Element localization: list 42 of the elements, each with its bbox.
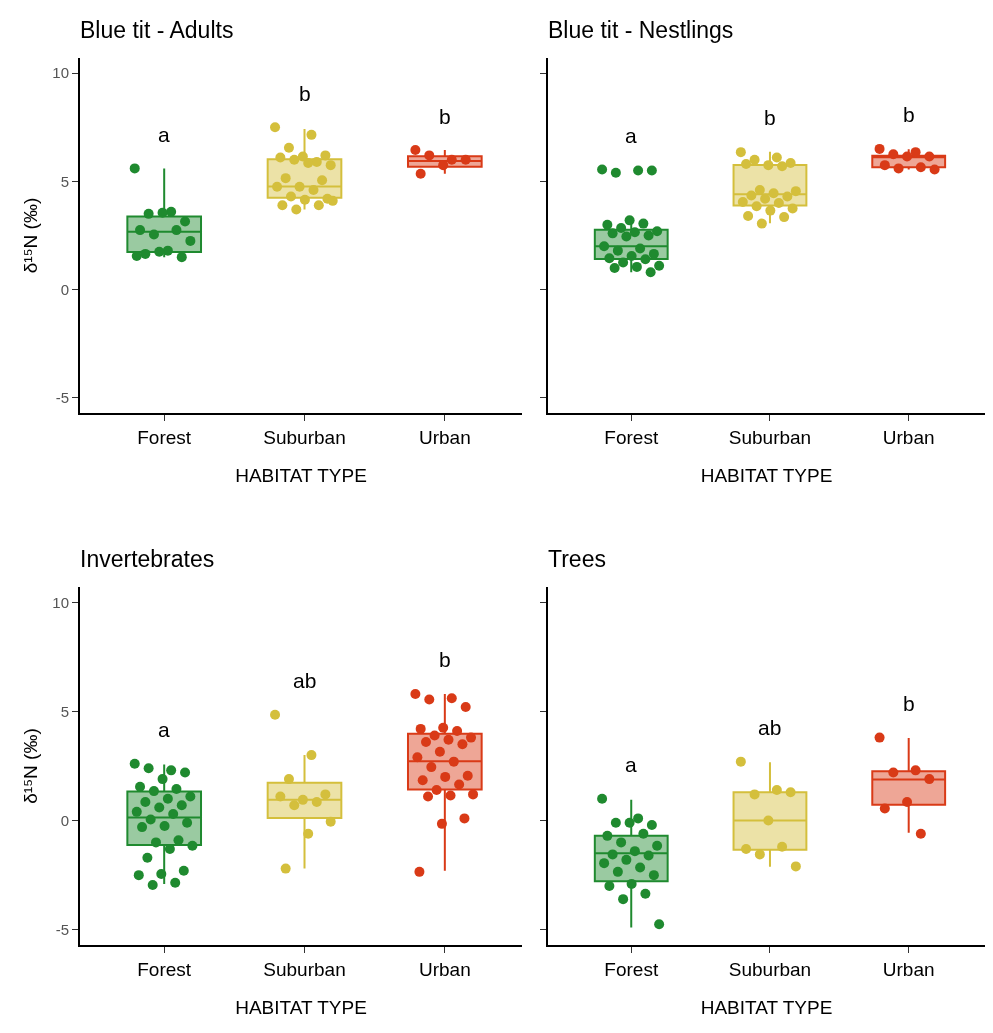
- x-tick-label: Urban: [418, 958, 471, 980]
- x-tick-label: Urban: [882, 426, 935, 448]
- annotation: ab: [293, 669, 317, 692]
- y-axis-title: δ¹⁵N (‰): [19, 728, 41, 804]
- x-tick-label: Forest: [137, 426, 192, 448]
- y-tick-label: 10: [52, 593, 69, 611]
- annotation: b: [903, 692, 915, 715]
- x-tick-label: Suburban: [728, 426, 812, 448]
- annotation: a: [158, 718, 170, 741]
- y-tick-label: 10: [52, 64, 69, 82]
- x-tick-label: Urban: [418, 426, 471, 448]
- y-tick-label: 0: [60, 811, 69, 829]
- x-axis-title: HABITAT TYPE: [235, 997, 367, 1019]
- y-tick-label: 5: [60, 702, 69, 720]
- x-tick-label: Forest: [604, 958, 659, 980]
- annotation: b: [903, 103, 915, 126]
- chart-title: Trees: [548, 546, 606, 573]
- y-tick-label: -5: [55, 389, 69, 407]
- annotation: b: [764, 106, 776, 129]
- annotation: b: [439, 105, 451, 128]
- x-axis-title: HABITAT TYPE: [700, 997, 833, 1019]
- y-tick-label: 5: [60, 172, 69, 190]
- annotation: a: [158, 123, 170, 146]
- y-tick-label: -5: [55, 920, 69, 938]
- annotation: b: [439, 648, 451, 671]
- chart-title: Blue tit - Adults: [80, 17, 234, 44]
- x-axis-title: HABITAT TYPE: [235, 465, 367, 487]
- x-tick-label: Suburban: [728, 958, 812, 980]
- x-tick-label: Urban: [882, 958, 935, 980]
- annotation: a: [625, 124, 637, 147]
- chart-title: Blue tit - Nestlings: [548, 17, 734, 44]
- x-tick-label: Suburban: [263, 426, 346, 448]
- annotation: a: [625, 753, 637, 776]
- annotation: ab: [758, 716, 782, 739]
- x-axis-title: HABITAT TYPE: [700, 465, 833, 487]
- annotation: b: [299, 82, 311, 105]
- y-tick-label: 0: [60, 280, 69, 298]
- x-tick-label: Forest: [137, 958, 192, 980]
- y-axis-title: δ¹⁵N (‰): [19, 197, 41, 274]
- chart-title: Invertebrates: [80, 546, 215, 573]
- x-tick-label: Suburban: [263, 958, 346, 980]
- x-tick-label: Forest: [604, 426, 659, 448]
